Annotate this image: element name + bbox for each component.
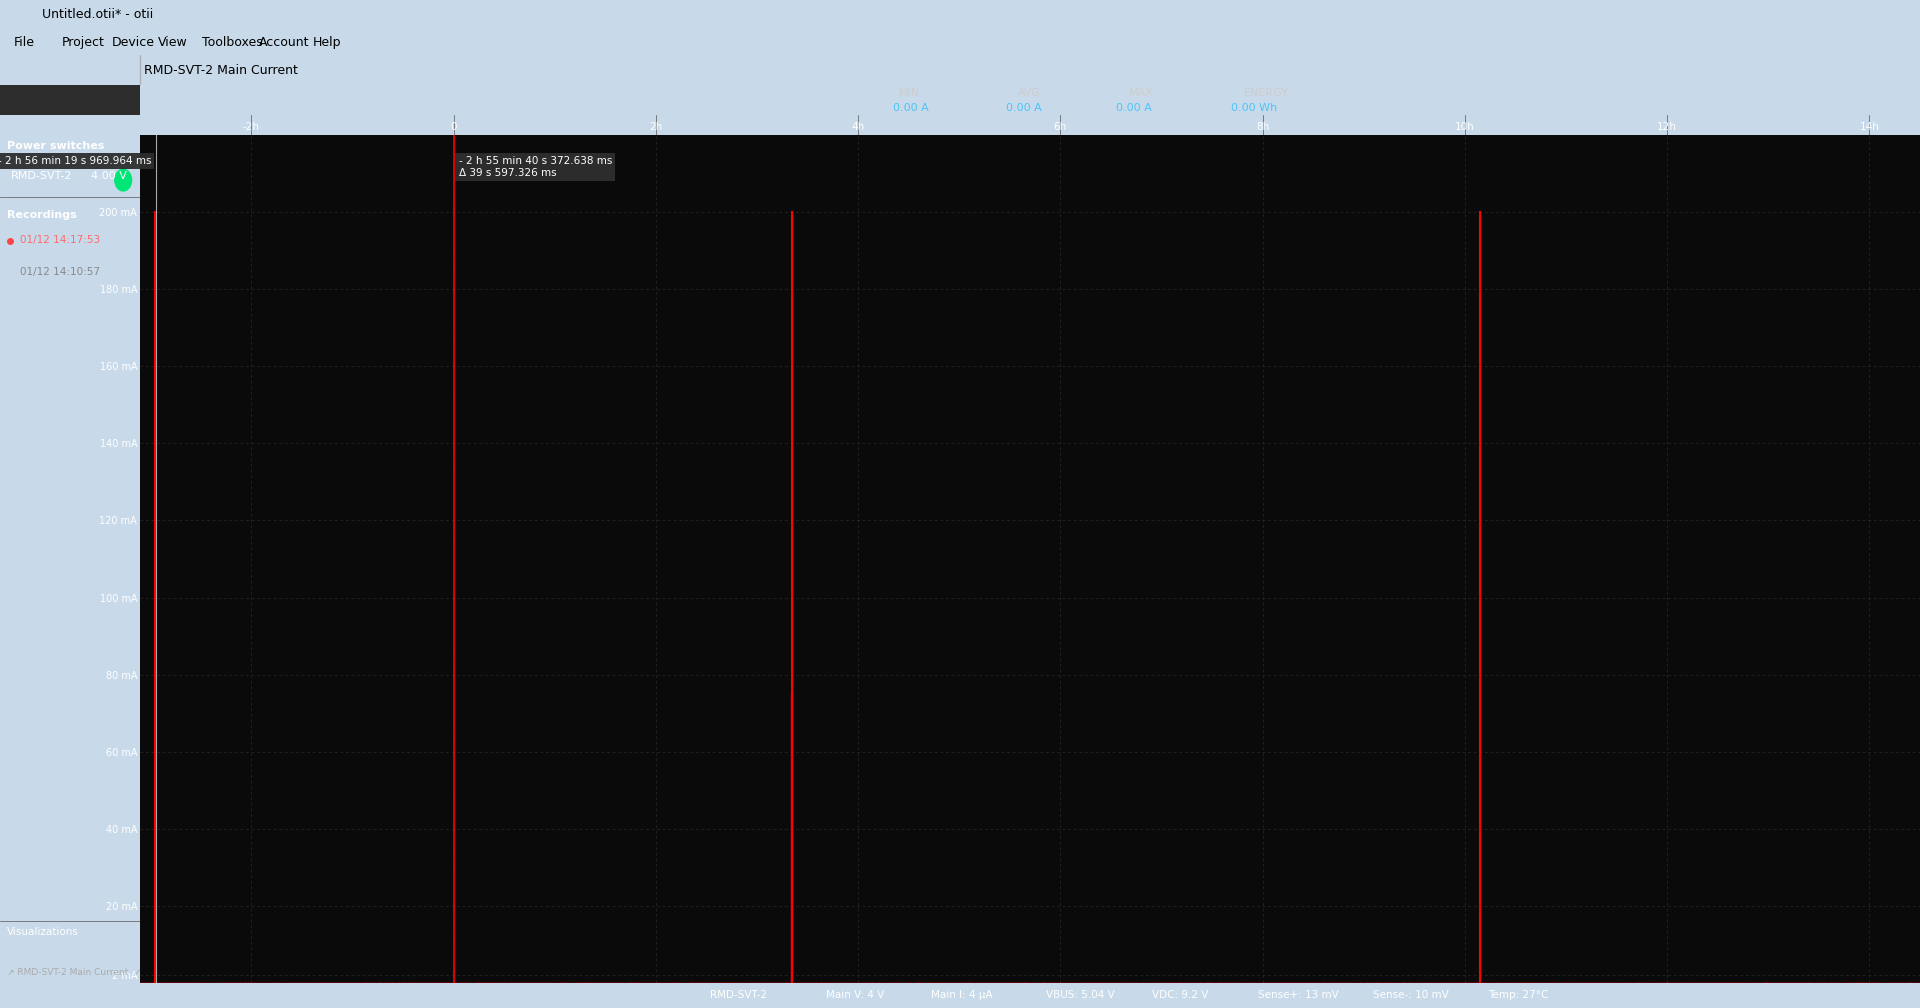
Text: 4h: 4h [851,122,864,132]
Text: Temp: 27°C: Temp: 27°C [1488,991,1548,1001]
Text: 8h: 8h [1256,122,1269,132]
Text: View: View [157,36,186,49]
Text: File: File [13,36,35,49]
Text: Project: Project [61,36,104,49]
Text: Sense-: 10 mV: Sense-: 10 mV [1373,991,1448,1001]
Text: 0.00 A: 0.00 A [1116,104,1152,114]
Ellipse shape [115,169,132,191]
Text: AVG:: AVG: [1018,89,1044,99]
Text: 12h: 12h [1657,122,1676,132]
Text: VBUS: 5.04 V: VBUS: 5.04 V [1046,991,1116,1001]
Text: 4.00 V: 4.00 V [90,171,127,181]
Text: Help: Help [313,36,342,49]
Text: RMD-SVT-2: RMD-SVT-2 [710,991,768,1001]
Text: RMD-SVT-2 Main Current: RMD-SVT-2 Main Current [144,64,298,77]
Text: RMD-SVT-2: RMD-SVT-2 [12,171,73,181]
Text: 2h: 2h [649,122,662,132]
Text: MIN:: MIN: [899,89,924,99]
Text: Untitled.otii* - otii: Untitled.otii* - otii [42,8,154,21]
Text: -2h: -2h [242,122,259,132]
Text: ENERGY:: ENERGY: [1244,89,1292,99]
Text: 0.00 A: 0.00 A [893,104,929,114]
Text: Recordings: Recordings [8,211,77,221]
Bar [0,85,140,115]
Text: Account: Account [259,36,309,49]
Text: ↗ RMD-SVT-2 Main Current  ✓: ↗ RMD-SVT-2 Main Current ✓ [8,968,142,977]
Text: 0: 0 [451,122,457,132]
Text: 6h: 6h [1054,122,1068,132]
Text: 0.00 Wh: 0.00 Wh [1231,104,1277,114]
Text: 10h: 10h [1455,122,1475,132]
Text: Toolboxes: Toolboxes [202,36,263,49]
Text: Power switches: Power switches [8,141,104,151]
Text: Device: Device [111,36,154,49]
Text: 01/12 14:10:57: 01/12 14:10:57 [19,267,100,277]
Text: - 2 h 55 min 40 s 372.638 ms
Δ 39 s 597.326 ms: - 2 h 55 min 40 s 372.638 ms Δ 39 s 597.… [459,156,612,177]
Text: 01/12 14:17:53: 01/12 14:17:53 [19,235,100,245]
Text: MAX:: MAX: [1129,89,1158,99]
Text: VDC: 9.2 V: VDC: 9.2 V [1152,991,1208,1001]
Text: 0.00 A: 0.00 A [1006,104,1043,114]
Text: Main V: 4 V: Main V: 4 V [826,991,883,1001]
Text: 14h: 14h [1859,122,1880,132]
Text: Visualizations: Visualizations [8,926,79,936]
Text: Main I: 4 μA: Main I: 4 μA [931,991,993,1001]
Text: - 2 h 56 min 19 s 969.964 ms: - 2 h 56 min 19 s 969.964 ms [0,156,152,166]
Text: Sense+: 13 mV: Sense+: 13 mV [1258,991,1338,1001]
